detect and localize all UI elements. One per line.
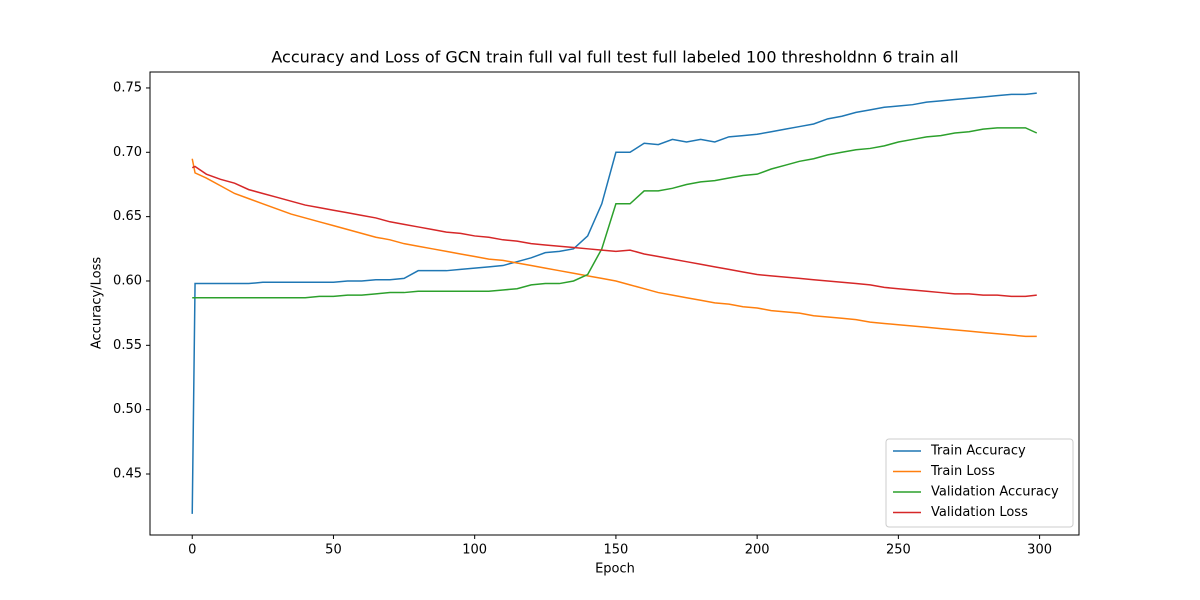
x-tick-label: 50 [325, 543, 342, 558]
x-tick-label: 300 [1027, 543, 1052, 558]
y-tick-label: 0.50 [113, 402, 142, 417]
legend-label: Validation Loss [931, 505, 1028, 520]
data-line [191, 92, 1037, 514]
data-line [192, 127, 1038, 299]
x-tick-label: 250 [886, 543, 911, 558]
y-tick-label: 0.75 [113, 80, 142, 95]
y-tick-label: 0.55 [113, 338, 142, 353]
y-tick-label: 0.60 [113, 273, 142, 288]
x-axis-label: Epoch [595, 562, 635, 577]
legend-label: Train Accuracy [930, 444, 1026, 459]
chart-title: Accuracy and Loss of GCN train full val … [271, 48, 958, 67]
y-tick-label: 0.65 [113, 209, 142, 224]
legend-box [885, 438, 1074, 528]
y-tick-label: 0.70 [113, 145, 142, 160]
legend-label: Train Loss [930, 464, 995, 479]
x-tick-label: 150 [603, 543, 628, 558]
data-line [191, 158, 1037, 338]
y-axis-label: Accuracy/Loss [90, 257, 105, 349]
legend-label: Validation Accuracy [931, 485, 1059, 500]
y-tick-label: 0.45 [113, 467, 142, 482]
x-tick-label: 200 [745, 543, 770, 558]
x-tick-label: 0 [188, 543, 196, 558]
data-line [191, 165, 1037, 298]
x-tick-label: 100 [462, 543, 487, 558]
axes-frame [149, 71, 1080, 536]
